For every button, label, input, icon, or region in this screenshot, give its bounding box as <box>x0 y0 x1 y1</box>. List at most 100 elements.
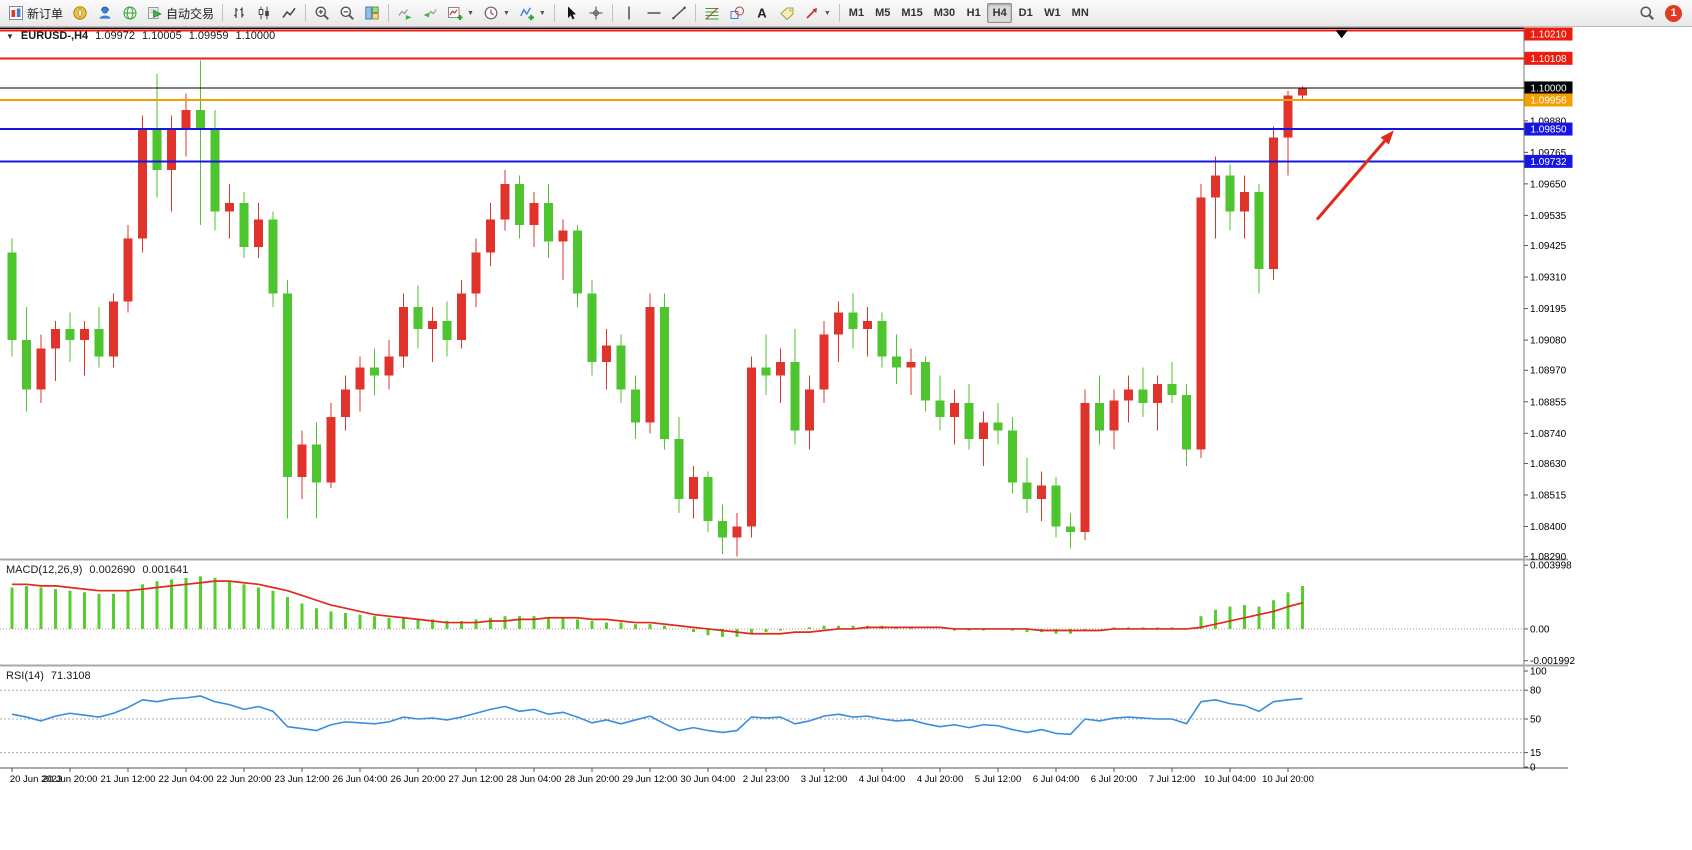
operator-icon <box>97 5 113 21</box>
hline-button[interactable] <box>642 2 666 24</box>
timeframe-m15-button[interactable]: M15 <box>901 7 923 19</box>
chevron-down-icon: ▼ <box>467 9 474 17</box>
time-label: 22 Jun 04:00 <box>159 774 214 785</box>
candle-body <box>1153 383 1162 404</box>
price-label: 1.08970 <box>1530 366 1567 377</box>
period-name: H4 <box>74 30 89 42</box>
vline-button[interactable] <box>617 2 641 24</box>
candle-body <box>1167 383 1177 395</box>
price-badge <box>1524 122 1573 136</box>
time-scale[interactable] <box>0 768 1692 788</box>
rsi-axis-label: 80 <box>1530 686 1542 697</box>
timeframe-m30-button[interactable]: M30 <box>933 7 956 19</box>
bar-chart-button[interactable] <box>227 2 251 24</box>
timeframe-w1-button[interactable]: W1 <box>1044 7 1061 19</box>
price-badge-label: 1.10000 <box>1530 83 1567 94</box>
shapes-button[interactable] <box>725 2 749 24</box>
price-label: 1.09765 <box>1530 148 1567 159</box>
notification-badge[interactable]: 1 <box>1665 4 1682 22</box>
time-label: 28 Jun 20:00 <box>565 774 620 785</box>
zoom-in-icon <box>314 5 330 21</box>
cursor-button[interactable] <box>559 2 583 24</box>
fibonacci-button[interactable] <box>700 2 724 24</box>
price-label: 1.09535 <box>1530 211 1567 222</box>
candle-body <box>413 307 423 330</box>
time-label: 21 Jun 12:00 <box>101 774 156 785</box>
zoom-in-button[interactable] <box>310 2 334 24</box>
macd-panel <box>10 576 1304 637</box>
chevron-down-icon: ▼ <box>823 9 831 17</box>
macd-axis-label: 0.00 <box>1530 624 1550 635</box>
chart-canvas[interactable]: 1.09880 1.09765 1.09650 1.09535 1.09425 1.093… <box>0 27 1692 850</box>
arrows-button[interactable]: ▼ <box>800 2 835 24</box>
candle-body <box>181 109 191 130</box>
toolbar-separator <box>388 4 390 22</box>
candle-chart-button[interactable] <box>252 2 276 24</box>
compass-button[interactable] <box>68 2 92 24</box>
text-tool-button[interactable]: A <box>750 2 774 24</box>
indicators-icon <box>519 5 535 21</box>
collapse-chevron-icon[interactable]: ▼ <box>6 31 14 41</box>
candle-body <box>196 109 205 130</box>
candle-body <box>892 356 901 368</box>
candle-body <box>703 477 713 521</box>
label-tool-button[interactable] <box>775 2 799 24</box>
crosshair-icon <box>588 5 604 21</box>
bar-chart-icon <box>231 5 247 21</box>
indicators-button[interactable]: ▼ <box>515 2 550 24</box>
candle-body <box>863 320 872 330</box>
operator-button[interactable] <box>93 2 117 24</box>
arrow-annotation[interactable] <box>1315 130 1394 221</box>
time-scale-labels: 20 Jun 202320 Jun 20:0021 Jun 12:0022 Ju… <box>10 768 1314 785</box>
candle-body <box>486 219 495 253</box>
chart-shift-button[interactable] <box>418 2 442 24</box>
rsi-header: RSI(14) 71.3108 <box>6 670 91 682</box>
price-badge-label: 1.09956 <box>1530 95 1567 106</box>
toolbar-separator <box>305 4 307 22</box>
macd-axis-label: -0.001992 <box>1530 656 1575 667</box>
price-scale[interactable] <box>1524 27 1692 768</box>
time-label: 3 Jul 12:00 <box>801 774 847 785</box>
timeframe-h1-button[interactable]: H1 <box>966 7 981 19</box>
globe-button[interactable] <box>118 2 142 24</box>
timeframe-m5-button[interactable]: M5 <box>875 7 891 19</box>
time-label: 30 Jun 04:00 <box>681 774 736 785</box>
candle-body <box>1022 482 1032 500</box>
search-button[interactable] <box>1635 2 1659 24</box>
price-label: 1.09310 <box>1530 273 1567 284</box>
price-badge <box>1524 93 1573 107</box>
trendline-button[interactable] <box>667 2 691 24</box>
line-chart-button[interactable] <box>277 2 301 24</box>
timeframe-mn-button[interactable]: MN <box>1071 7 1089 19</box>
chevron-down-icon: ▼ <box>502 9 510 17</box>
timeframe-d1-button[interactable]: D1 <box>1018 7 1033 19</box>
auto-scroll-icon <box>397 5 413 21</box>
zoom-out-button[interactable] <box>335 2 359 24</box>
new-order-button[interactable]: 新订单 <box>4 2 67 24</box>
new-chart-button[interactable]: ▼ <box>443 2 478 24</box>
periods-button[interactable]: ▼ <box>479 2 514 24</box>
autotrade-button[interactable]: 自动交易 <box>143 2 218 24</box>
timeframe-h4-button[interactable]: H4 <box>987 3 1013 23</box>
crosshair-button[interactable] <box>584 2 608 24</box>
candle-body <box>239 203 249 247</box>
timeframe-m1-button[interactable]: M1 <box>848 7 865 19</box>
candle-body <box>326 416 336 483</box>
triangle-marker[interactable] <box>1335 30 1348 39</box>
auto-scroll-button[interactable] <box>393 2 417 24</box>
price-label: 1.09650 <box>1530 179 1567 190</box>
tile-windows-button[interactable] <box>360 2 384 24</box>
candle-body <box>921 362 930 401</box>
candle-body <box>457 293 466 341</box>
candle-body <box>790 362 800 431</box>
price-label: 1.09880 <box>1530 116 1567 127</box>
candle-body <box>1080 403 1090 532</box>
chart-shift-icon <box>422 5 438 21</box>
chart-background <box>0 27 1692 850</box>
rsi-label: RSI(14) <box>6 670 44 682</box>
candle-body <box>950 403 959 417</box>
price-label: 1.09425 <box>1530 241 1567 252</box>
tile-windows-icon <box>364 5 380 21</box>
candle-body <box>428 320 437 330</box>
candle-body <box>747 367 756 527</box>
